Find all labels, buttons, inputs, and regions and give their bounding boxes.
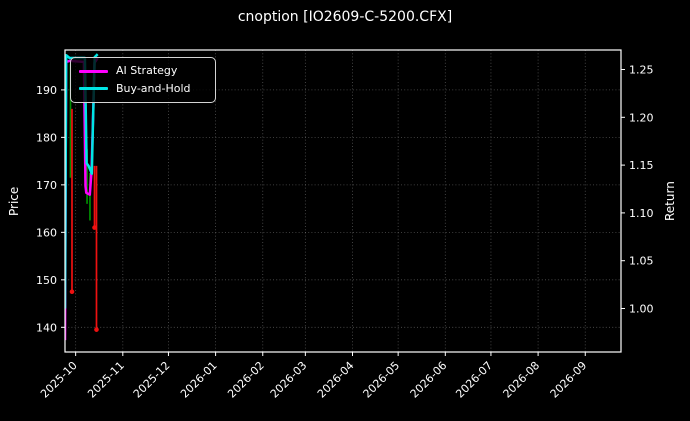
price-tick-label: 160	[36, 226, 57, 239]
date-tick-label: 2025-12	[131, 359, 173, 401]
return-tick-label: 1.25	[629, 64, 654, 77]
low-point-marker	[92, 225, 97, 230]
low-point-marker	[94, 327, 99, 332]
spines	[64, 49, 622, 353]
y-axis-label-price: Price	[7, 186, 21, 216]
return-tick-label: 1.20	[629, 111, 654, 124]
y-axis-label-return: Return	[663, 181, 677, 221]
tick-marks	[61, 69, 625, 356]
date-tick-label: 2026-08	[501, 359, 543, 401]
date-tick-label: 2026-05	[361, 359, 403, 401]
ai-strategy-line-swatch	[79, 69, 108, 73]
date-tick-label: 2025-10	[38, 359, 80, 401]
legend-item-ai-strategy: AI Strategy	[79, 65, 207, 77]
date-tick-label: 2026-03	[268, 359, 310, 401]
date-tick-label: 2026-09	[548, 359, 590, 401]
date-tick-label: 2026-07	[453, 359, 495, 401]
price-tick-label: 180	[36, 131, 57, 144]
gridlines	[65, 50, 621, 352]
date-tick-label: 2026-04	[315, 359, 357, 401]
date-tick-label: 2025-11	[85, 359, 127, 401]
return-tick-label: 1.05	[629, 255, 654, 268]
date-tick-label: 2026-06	[408, 359, 450, 401]
return-tick-label: 1.10	[629, 207, 654, 220]
legend-item-buy-and-hold: Buy-and-Hold	[79, 81, 207, 95]
chart-title: cnoption [IO2609-C-5200.CFX]	[237, 9, 453, 25]
price-tick-label: 140	[36, 321, 57, 334]
buy-and-hold-line-swatch	[79, 87, 108, 91]
return-tick-label: 1.00	[629, 303, 654, 316]
tick-labels: 140 150 160 170 180 190 1.00 1.05 1.10 1.15 1.20 1.…	[36, 64, 654, 401]
legend-label-buy-and-hold: Buy-and-Hold	[116, 81, 191, 95]
date-tick-label: 2026-02	[225, 359, 267, 401]
legend: AI Strategy Buy-and-Hold	[70, 57, 216, 103]
date-tick-label: 2026-01	[178, 359, 220, 401]
legend-label-ai-strategy: AI Strategy	[116, 64, 178, 78]
price-tick-label: 170	[36, 179, 57, 192]
low-point-marker	[69, 289, 75, 294]
price-tick-label: 190	[36, 84, 57, 97]
price-tick-label: 150	[36, 274, 57, 287]
return-tick-label: 1.15	[629, 159, 654, 172]
